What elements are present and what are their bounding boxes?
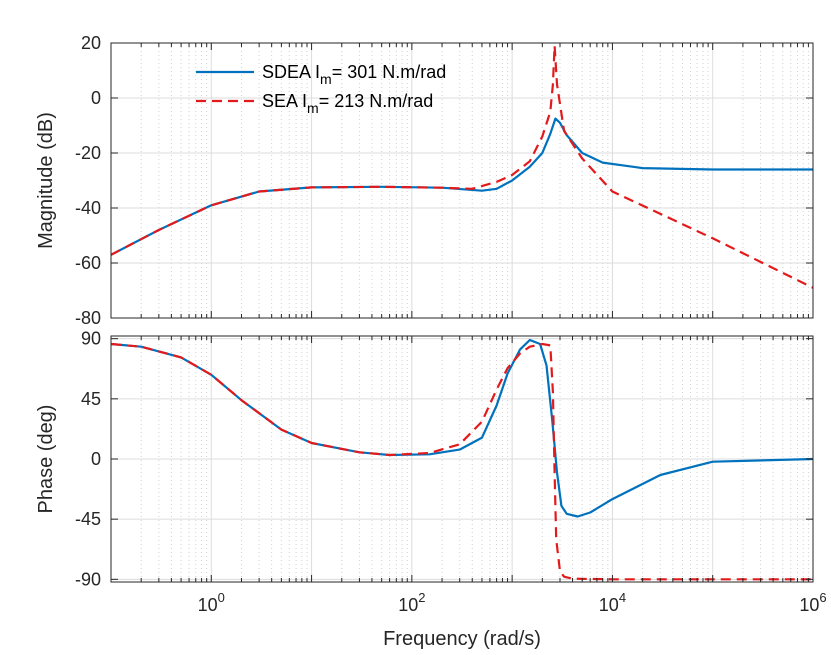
sea-phase-line xyxy=(110,342,813,581)
frequency-tick-labels: 100 102 104 106 xyxy=(198,590,827,615)
phase-ytick-label: 90 xyxy=(81,329,101,349)
phase-ytick-label: 0 xyxy=(91,449,101,469)
magnitude-ytick-label: 0 xyxy=(91,88,101,108)
frequency-tick-label: 104 xyxy=(599,590,626,615)
legend-label: SDEA Im= 301 N.m/rad xyxy=(262,62,446,87)
frequency-xlabel: Frequency (rad/s) xyxy=(383,628,541,650)
sea-magnitude-line xyxy=(110,44,814,289)
magnitude-ytick-label: -80 xyxy=(75,308,101,328)
magnitude-ylabel: Magnitude (dB) xyxy=(35,112,57,249)
phase-ticks: 90 45 0 -45 -90 xyxy=(75,329,813,589)
phase-ytick-label: -90 xyxy=(75,569,101,589)
frequency-tick-label: 100 xyxy=(198,590,225,615)
legend-label: SEA Im= 213 N.m/rad xyxy=(262,91,433,116)
magnitude-ytick-label: -20 xyxy=(75,143,101,163)
magnitude-ytick-label: 20 xyxy=(81,33,101,53)
magnitude-panel: 20 0 -20 -40 -60 -80 Magnitude (dB) SDEA Im= … xyxy=(35,33,814,328)
phase-ylabel: Phase (deg) xyxy=(35,405,57,514)
sdea-phase-line xyxy=(110,338,814,518)
magnitude-series xyxy=(110,44,814,289)
frequency-tick-label: 102 xyxy=(398,590,425,615)
phase-panel: 90 45 0 -45 -90 Phase (deg) 100 102 104 106 Fre… xyxy=(35,329,827,650)
phase-ytick-label: 45 xyxy=(81,389,101,409)
magnitude-plot-area xyxy=(111,43,813,318)
magnitude-ytick-label: -60 xyxy=(75,253,101,273)
phase-grid xyxy=(110,336,813,582)
frequency-tick-label: 106 xyxy=(799,590,826,615)
magnitude-ytick-label: -40 xyxy=(75,198,101,218)
magnitude-ticks: 20 0 -20 -40 -60 -80 xyxy=(75,33,813,328)
magnitude-axes-box xyxy=(110,42,814,319)
legend: SDEA Im= 301 N.m/rad SEA Im= 213 N.m/rad xyxy=(196,62,446,116)
phase-series xyxy=(110,338,814,581)
phase-ytick-label: -45 xyxy=(75,509,101,529)
